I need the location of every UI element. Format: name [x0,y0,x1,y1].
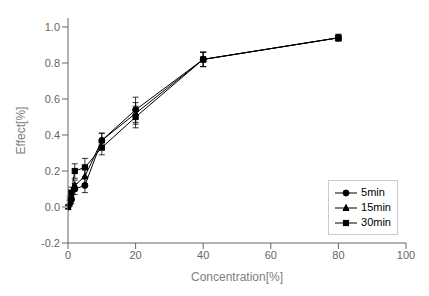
svg-text:0: 0 [65,249,71,261]
svg-text:100: 100 [397,249,415,261]
svg-text:0.6: 0.6 [45,93,60,105]
html-text:5min: 5min [361,186,385,198]
svg-text:0.8: 0.8 [45,57,60,69]
svg-text:80: 80 [332,249,344,261]
svg-text:0.4: 0.4 [45,129,60,141]
svg-text:20: 20 [129,249,141,261]
html-text:15min: 15min [361,201,391,213]
svg-text:0.2: 0.2 [45,165,60,177]
svg-text:1.0: 1.0 [45,21,60,33]
html-text:30min: 30min [361,216,391,228]
svg-text:0.0: 0.0 [45,201,60,213]
svg-text:Effect[%]: Effect[%] [14,107,28,155]
svg-text:-0.2: -0.2 [41,237,60,249]
svg-text:Concentration[%]: Concentration[%] [191,270,283,284]
svg-text:60: 60 [265,249,277,261]
svg-text:40: 40 [197,249,209,261]
